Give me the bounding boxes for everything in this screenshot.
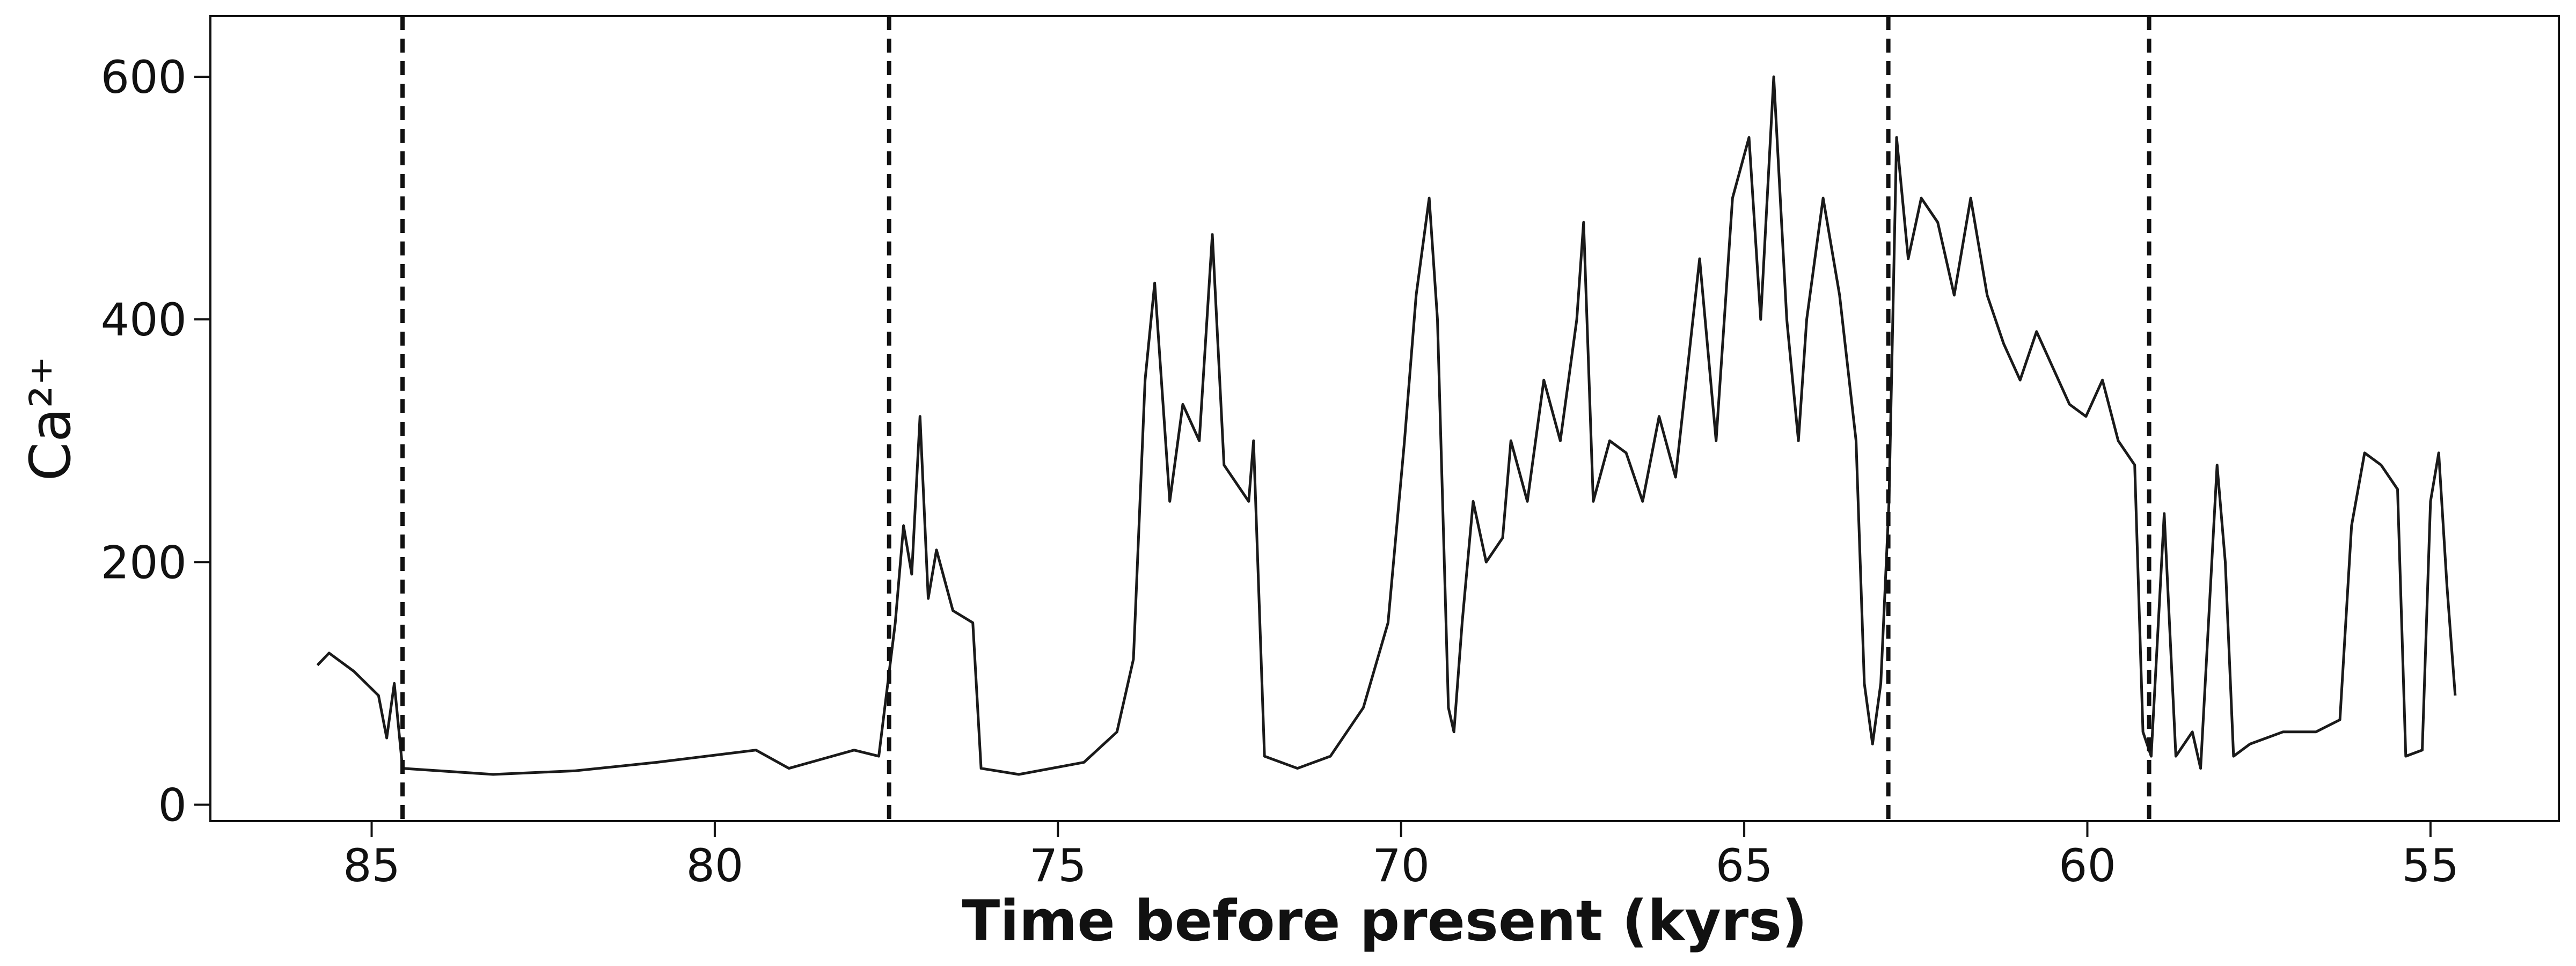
y-tick-label: 600 xyxy=(101,51,187,104)
x-axis-label: Time before present (kyrs) xyxy=(962,888,1807,954)
x-tick-label: 55 xyxy=(2402,839,2459,892)
x-tick-label: 85 xyxy=(343,839,400,892)
x-tick-label: 75 xyxy=(1029,839,1087,892)
plot-frame xyxy=(209,15,2560,822)
y-axis-label: Ca²⁺ xyxy=(18,356,83,481)
x-tick-label: 80 xyxy=(686,839,743,892)
y-tick-label: 400 xyxy=(101,294,187,346)
data-line xyxy=(316,75,2457,776)
x-tick-label: 65 xyxy=(1716,839,1773,892)
y-tick-label: 0 xyxy=(158,779,187,831)
x-tick-label: 70 xyxy=(1372,839,1430,892)
x-tick-label: 60 xyxy=(2059,839,2116,892)
y-tick-label: 200 xyxy=(101,536,187,589)
